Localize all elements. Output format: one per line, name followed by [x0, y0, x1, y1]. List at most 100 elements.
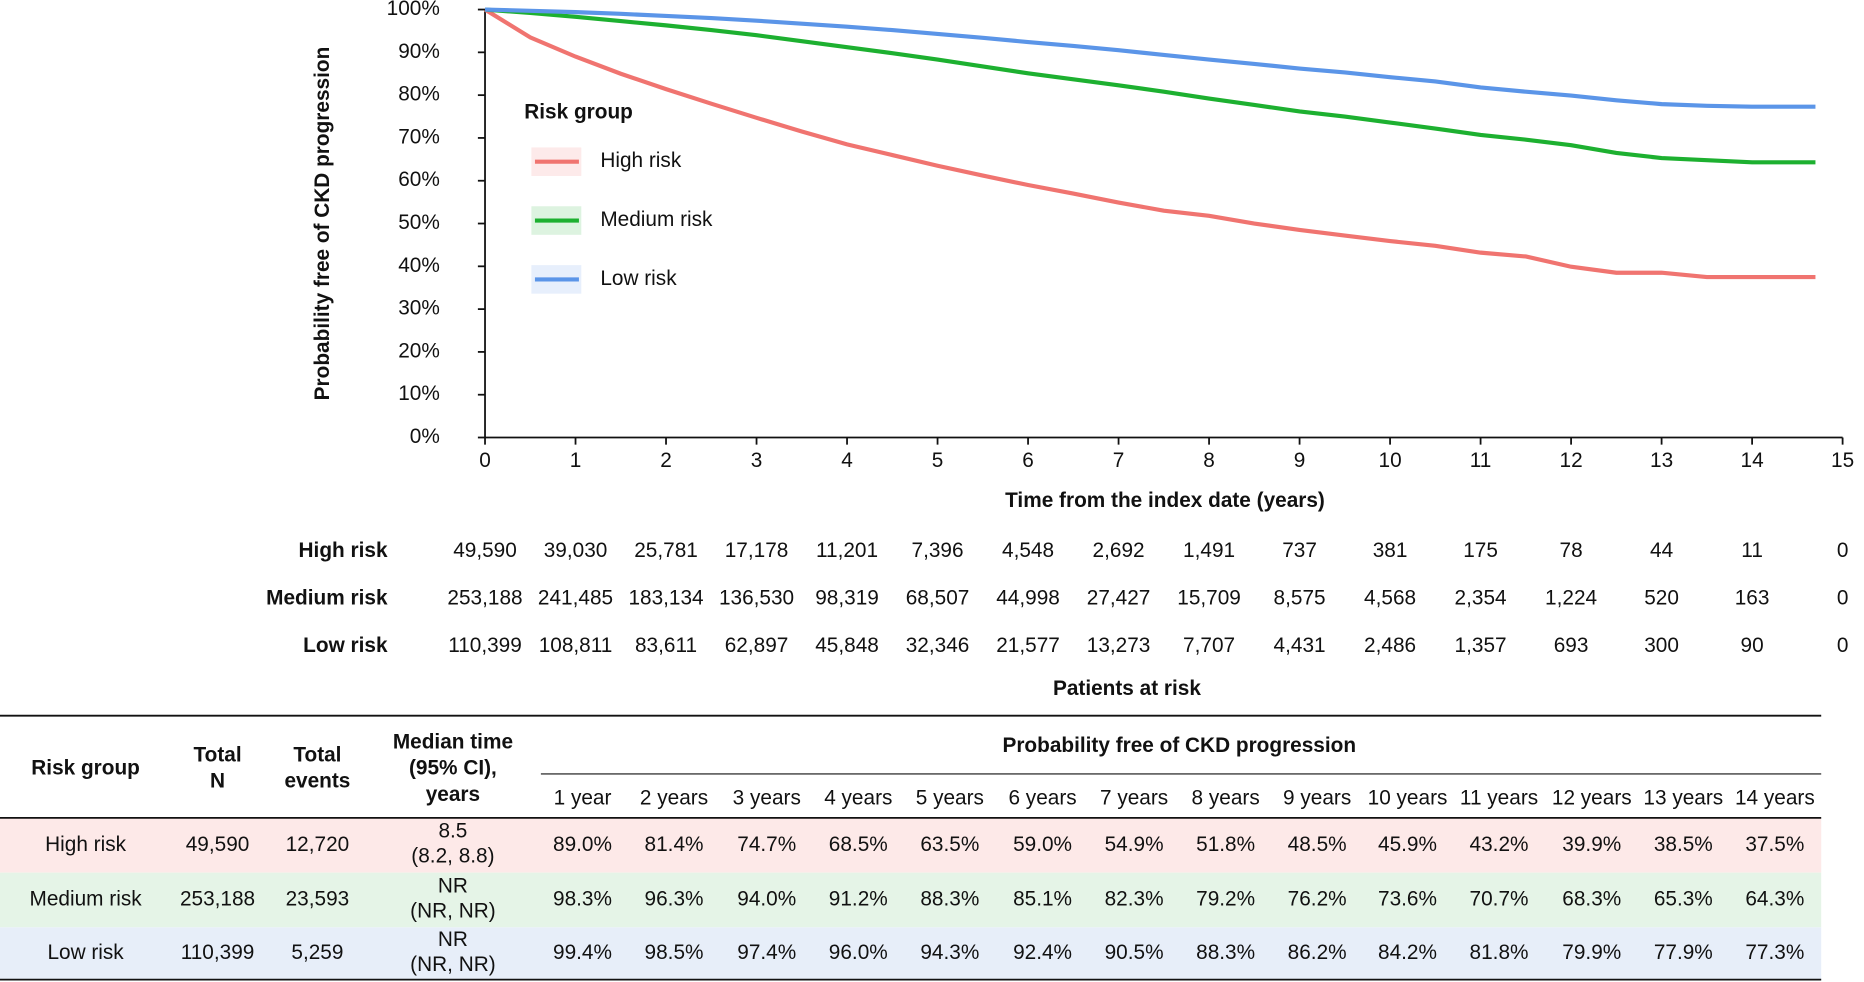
x-tick-label: 1 — [570, 449, 582, 472]
cell-probability: 73.6% — [1378, 887, 1437, 910]
risk-count: 44 — [1650, 539, 1673, 562]
cell-probability: 77.3% — [1745, 941, 1804, 964]
column-header: N — [210, 770, 225, 793]
y-axis-label: Probability free of CKD progression — [311, 47, 334, 401]
risk-count: 7,396 — [912, 539, 964, 562]
legend-label: Medium risk — [600, 208, 713, 231]
year-header: 8 years — [1192, 786, 1260, 809]
y-tick-label: 70% — [398, 125, 440, 148]
risk-count: 2,486 — [1364, 634, 1416, 657]
risk-count: 2,354 — [1455, 587, 1507, 610]
cell-probability: 96.0% — [829, 941, 888, 964]
cell-median: (8.2, 8.8) — [411, 845, 494, 868]
cell-probability: 37.5% — [1745, 833, 1804, 856]
risk-count: 241,485 — [538, 587, 613, 610]
risk-count: 11 — [1741, 539, 1763, 562]
cell-median: NR — [438, 874, 468, 897]
cell-probability: 51.8% — [1196, 833, 1255, 856]
y-tick-label: 20% — [398, 339, 440, 362]
risk-count: 300 — [1644, 634, 1679, 657]
column-header: Total — [193, 744, 241, 767]
risk-count: 62,897 — [725, 634, 789, 657]
year-header: 10 years — [1368, 786, 1448, 809]
risk-count: 8,575 — [1274, 587, 1326, 610]
year-header: 9 years — [1283, 786, 1351, 809]
risk-count: 45,848 — [815, 634, 879, 657]
row-background — [0, 872, 1822, 928]
cell-probability: 96.3% — [645, 887, 704, 910]
risk-count: 49,590 — [453, 539, 517, 562]
risk-count: 39,030 — [544, 539, 608, 562]
cell-probability: 76.2% — [1288, 887, 1347, 910]
risk-count: 2,692 — [1093, 539, 1145, 562]
risk-count: 163 — [1735, 587, 1770, 610]
cell-probability: 98.3% — [553, 887, 612, 910]
row-background — [0, 817, 1822, 873]
risk-count: 1,491 — [1183, 539, 1235, 562]
risk-count: 1,224 — [1545, 587, 1597, 610]
risk-count: 4,431 — [1274, 634, 1326, 657]
x-tick-label: 7 — [1113, 449, 1125, 472]
cell-probability: 82.3% — [1105, 887, 1164, 910]
x-tick-label: 10 — [1379, 449, 1402, 472]
column-header: events — [284, 770, 350, 793]
x-tick-label: 4 — [841, 449, 853, 472]
x-tick-label: 11 — [1470, 449, 1492, 472]
risk-count: 381 — [1373, 539, 1408, 562]
year-header: 6 years — [1008, 786, 1076, 809]
x-axis-label: Time from the index date (years) — [1005, 489, 1325, 512]
year-header: 2 years — [640, 786, 708, 809]
legend-label: High risk — [600, 149, 681, 172]
risk-count: 25,781 — [634, 539, 698, 562]
cell-probability: 68.5% — [829, 833, 888, 856]
cell-probability: 39.9% — [1562, 833, 1621, 856]
risk-count: 4,568 — [1364, 587, 1416, 610]
cell-probability: 77.9% — [1654, 941, 1713, 964]
year-header: 7 years — [1100, 786, 1168, 809]
y-tick-label: 30% — [398, 297, 440, 320]
y-tick-label: 40% — [398, 254, 440, 277]
year-header: 3 years — [733, 786, 801, 809]
legend-title: Risk group — [524, 100, 633, 123]
cell-probability: 74.7% — [737, 833, 796, 856]
survival-curve — [483, 7, 1816, 280]
cell-probability: 85.1% — [1013, 887, 1072, 910]
cell-median: (NR, NR) — [410, 953, 495, 976]
risk-count: 183,134 — [628, 587, 703, 610]
risk-count: 17,178 — [725, 539, 789, 562]
cell-probability: 94.3% — [920, 941, 979, 964]
cell-probability: 38.5% — [1654, 833, 1713, 856]
year-header: 11 years — [1460, 786, 1538, 809]
cell-probability: 90.5% — [1105, 941, 1164, 964]
y-tick-label: 80% — [398, 83, 440, 106]
cell-probability: 88.3% — [1196, 941, 1255, 964]
risk-count: 693 — [1554, 634, 1589, 657]
survival-curve — [484, 7, 1816, 165]
risk-row-label: Low risk — [303, 634, 388, 657]
risk-count: 32,346 — [906, 634, 970, 657]
x-tick-label: 8 — [1203, 449, 1215, 472]
cell-median: NR — [438, 928, 468, 951]
y-tick-label: 100% — [387, 0, 440, 20]
cell-probability: 79.2% — [1196, 887, 1255, 910]
year-header: 5 years — [916, 786, 984, 809]
cell-group: High risk — [45, 833, 126, 856]
cell-probability: 48.5% — [1288, 833, 1347, 856]
group-header: Probability free of CKD progression — [1002, 734, 1356, 757]
cell-probability: 89.0% — [553, 833, 612, 856]
x-tick-label: 2 — [660, 449, 672, 472]
year-header: 13 years — [1643, 786, 1723, 809]
x-tick-label: 9 — [1294, 449, 1306, 472]
x-tick-label: 0 — [479, 449, 491, 472]
y-tick-label: 50% — [398, 211, 440, 234]
column-header: Risk group — [31, 757, 140, 780]
risk-row-label: Medium risk — [266, 587, 388, 610]
cell-probability: 86.2% — [1288, 941, 1347, 964]
risk-count: 7,707 — [1183, 634, 1235, 657]
cell-probability: 81.4% — [645, 833, 704, 856]
cell-probability: 84.2% — [1378, 941, 1437, 964]
risk-count: 0 — [1837, 539, 1849, 562]
year-header: 1 year — [554, 786, 612, 809]
